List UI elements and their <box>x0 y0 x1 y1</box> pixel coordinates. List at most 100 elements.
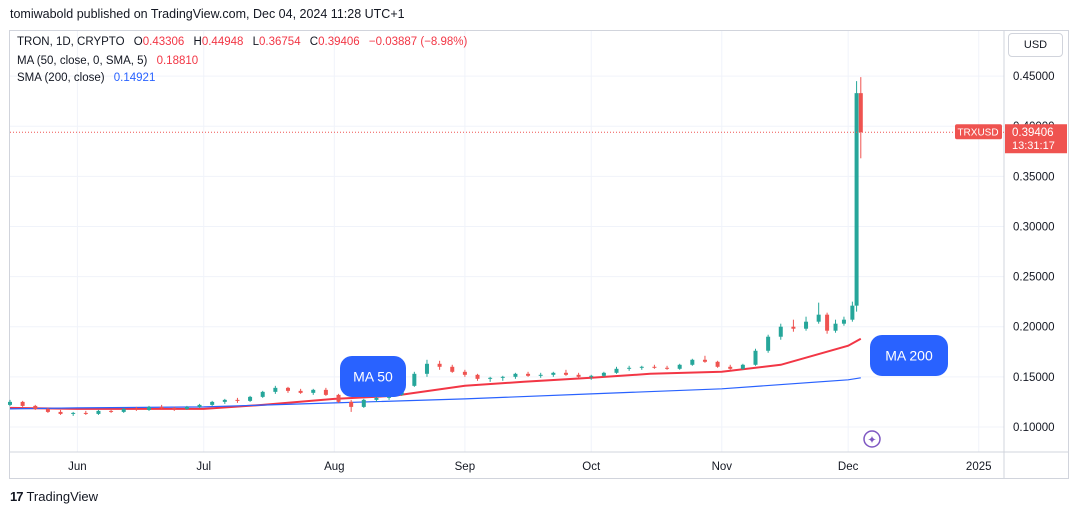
sma200-line <box>9 377 861 410</box>
candle-body <box>311 389 316 393</box>
candle-body <box>349 401 354 407</box>
candle-body <box>576 374 581 377</box>
x-tick-label: Jul <box>196 461 211 473</box>
event-marker-glyph: ✦ <box>867 434 876 447</box>
candle-body <box>109 410 114 412</box>
legend-open: 0.43306 <box>142 36 185 48</box>
candle-body <box>210 401 215 405</box>
currency-button[interactable]: USD <box>1008 33 1063 57</box>
legend-sma-value: 0.14921 <box>113 72 156 84</box>
candle-body <box>437 363 442 367</box>
candle-body <box>753 350 758 365</box>
symbol-label: TRXUSD <box>957 128 998 139</box>
legend-high: 0.44948 <box>201 36 244 48</box>
legend-ma-value: 0.18810 <box>156 55 199 67</box>
candle-body <box>538 374 543 376</box>
candle-body <box>121 408 126 412</box>
candle-body <box>146 406 151 410</box>
legend-ma-label: MA (50, close, 0, SMA, 5) <box>17 55 148 67</box>
candle-body <box>677 364 682 369</box>
publisher-line: tomiwabold published on TradingView.com,… <box>10 7 405 21</box>
candle-body <box>273 387 278 392</box>
candle-body <box>854 93 859 306</box>
event-marker-icon <box>863 430 881 448</box>
candle-body <box>424 363 429 374</box>
candle-body <box>336 394 341 402</box>
candle-body <box>804 321 809 329</box>
price-label: 0.39406 <box>1012 127 1054 139</box>
candle-body <box>159 406 164 408</box>
legend-symbol: TRON, 1D, CRYPTO <box>17 36 125 48</box>
x-tick-label: Dec <box>838 461 859 473</box>
candle-body <box>715 361 720 367</box>
candle-body <box>627 367 632 369</box>
candle-body <box>652 366 657 368</box>
candle-body <box>500 376 505 378</box>
candle-body <box>475 374 480 379</box>
y-tick-label: 0.25000 <box>1013 272 1055 284</box>
legend-close: 0.39406 <box>318 36 360 48</box>
candle-body <box>450 366 455 372</box>
legend-ma-row[interactable]: MA (50, close, 0, SMA, 5) 0.18810 <box>17 55 198 67</box>
footer-brand-name: TradingView <box>26 489 99 504</box>
candle-body <box>858 93 863 133</box>
candle-body <box>45 408 50 412</box>
ma50-line <box>9 337 862 410</box>
legend-change: −0.03887 (−8.98%) <box>368 36 468 48</box>
candle-body <box>551 372 556 375</box>
legend-open-label: O <box>133 36 143 48</box>
legend-low: 0.36754 <box>259 36 301 48</box>
candle-body <box>8 401 12 405</box>
candle-body <box>816 314 821 322</box>
candle-body <box>614 368 619 373</box>
footer-brand[interactable]: 17 TradingView <box>10 489 98 504</box>
candle-body <box>222 399 227 402</box>
symbol-label-bg <box>955 124 1002 140</box>
callout-bubble <box>870 335 948 376</box>
candle-body <box>728 366 733 369</box>
candle-body <box>563 372 568 375</box>
candle-body <box>58 411 63 414</box>
x-tick-label: Jun <box>68 461 87 473</box>
candle-body <box>690 359 695 365</box>
candle-body <box>374 397 379 400</box>
candle-body <box>702 359 707 362</box>
candle-body <box>766 336 771 351</box>
callout-label: MA 50 <box>353 369 393 385</box>
candle-body <box>526 373 531 376</box>
candle-body <box>184 406 189 409</box>
candle-body <box>850 305 855 320</box>
legend-ohlc-row: TRON, 1D, CRYPTO O0.43306 H0.44948 L0.36… <box>17 36 467 48</box>
candle-body <box>778 326 783 337</box>
y-tick-label: 0.20000 <box>1013 322 1055 334</box>
countdown-label: 13:31:17 <box>1012 140 1055 152</box>
legend-sma-label: SMA (200, close) <box>17 72 105 84</box>
candle-body <box>260 391 265 397</box>
candle-body <box>285 387 290 391</box>
candle-body <box>513 373 518 377</box>
candle-body <box>740 364 745 369</box>
candle-body <box>83 412 88 414</box>
legend-low-label: L <box>252 36 260 48</box>
x-tick-label: Aug <box>324 461 344 473</box>
x-tick-label: Nov <box>712 461 733 473</box>
callout-bubble <box>340 356 406 397</box>
candle-body <box>841 319 846 324</box>
legend-close-label: C <box>309 36 319 48</box>
candle-body <box>248 396 253 401</box>
chart-frame <box>9 30 1069 479</box>
y-tick-label: 0.45000 <box>1013 71 1055 83</box>
candle-body <box>412 373 417 386</box>
candle-body <box>791 326 796 329</box>
y-tick-label: 0.10000 <box>1013 422 1055 434</box>
legend-sma-row[interactable]: SMA (200, close) 0.14921 <box>17 72 155 84</box>
candle-body <box>665 367 670 369</box>
candle-body <box>323 389 328 395</box>
candle-body <box>235 399 240 401</box>
candle-body <box>134 408 139 410</box>
tradingview-logo-icon: 17 <box>10 489 24 504</box>
x-tick-label: 2025 <box>966 461 992 473</box>
candle-body <box>33 405 38 409</box>
candle-body <box>601 372 606 376</box>
